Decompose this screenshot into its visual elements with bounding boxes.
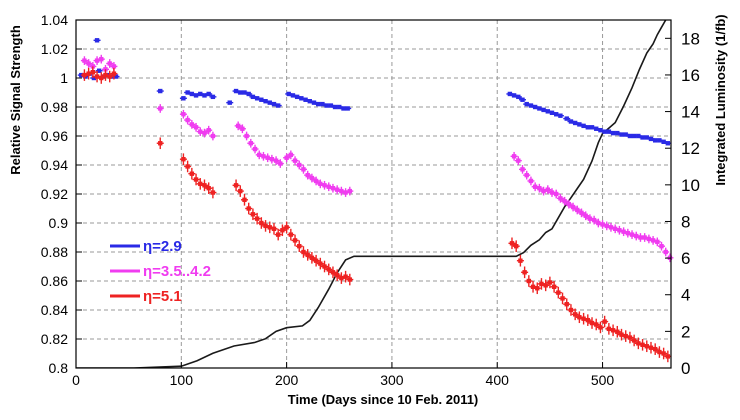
x-tick-label: 400	[486, 372, 510, 388]
y-tick-label: 0.96	[41, 128, 68, 144]
legend-label: η=3.5..4.2	[143, 263, 211, 280]
y2-tick-label: 2	[681, 322, 690, 341]
y2-axis-title: Integrated Luminosity (1/fb)	[713, 14, 728, 185]
y2-tick-label: 18	[681, 29, 700, 48]
y-tick-label: 1.04	[41, 12, 68, 28]
legend-label: η=2.9	[143, 238, 182, 255]
y2-tick-label: 0	[681, 359, 690, 378]
y-tick-label: 0.9	[49, 215, 69, 231]
x-tick-label: 500	[591, 372, 615, 388]
plot-frame	[75, 19, 672, 369]
y-tick-label: 0.92	[41, 186, 68, 202]
plot-border	[75, 19, 672, 369]
gridlines	[76, 20, 671, 368]
data-points-layer	[77, 38, 674, 363]
y-tick-label: 0.84	[41, 302, 68, 318]
tick-labels: 0.8 0.82 0.84 0.86 0.88 0.9 0.92 0.94 0.96 0.98 1 1…	[41, 12, 700, 388]
y2-tick-label: 16	[681, 66, 700, 85]
series-1	[77, 38, 672, 146]
y2-tick-label: 12	[681, 139, 700, 158]
y-tick-label: 1	[60, 70, 68, 86]
x-tick-label: 100	[170, 372, 194, 388]
y2-tick-label: 6	[681, 249, 690, 268]
legend: η=2.9 η=3.5..4.2 η=5.1	[110, 238, 211, 305]
y-tick-label: 0.82	[41, 331, 68, 347]
luminosity-layer	[76, 20, 667, 368]
y-tick-label: 0.98	[41, 99, 68, 115]
y-tick-label: 0.8	[49, 360, 69, 376]
y2-tick-label: 10	[681, 176, 700, 195]
y-tick-label: 0.86	[41, 273, 68, 289]
y-tick-label: 0.88	[41, 244, 68, 260]
y2-tick-label: 14	[681, 103, 700, 122]
legend-label: η=5.1	[143, 288, 182, 305]
y2-tick-label: 8	[681, 212, 690, 231]
y2-tick-label: 4	[681, 286, 690, 305]
x-tick-label: 0	[72, 372, 80, 388]
y-tick-label: 0.94	[41, 157, 68, 173]
x-axis-title: Time (Days since 10 Feb. 2011)	[288, 392, 479, 407]
x-tick-label: 300	[380, 372, 404, 388]
x-tick-label: 200	[275, 372, 299, 388]
series-3	[80, 66, 672, 363]
luminosity-line	[76, 20, 667, 368]
y-tick-label: 1.02	[41, 41, 68, 57]
series-2	[80, 54, 674, 263]
y-axis-title: Relative Signal Strength	[8, 25, 23, 175]
